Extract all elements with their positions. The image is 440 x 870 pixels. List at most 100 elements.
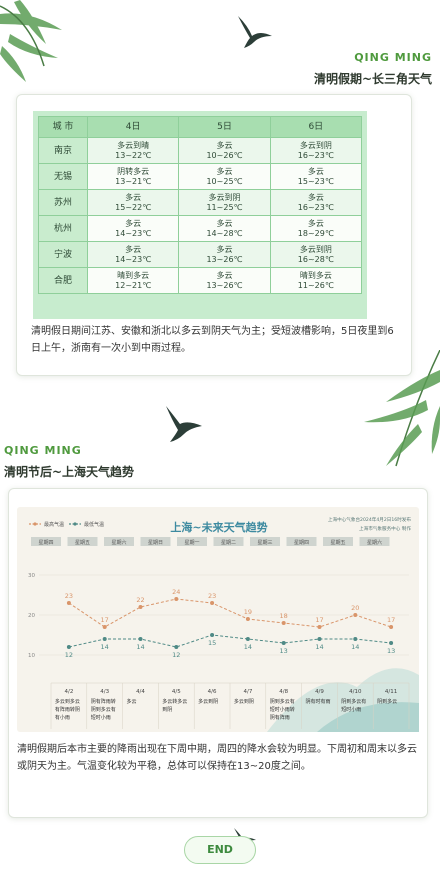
weather-desc: 多云到多云 bbox=[55, 698, 80, 705]
weather-desc: 短时小雨转 bbox=[270, 706, 295, 713]
high-temp-point bbox=[317, 625, 322, 629]
weekday-tab bbox=[213, 537, 244, 546]
weather-cell: 阴转多云 13~21℃ bbox=[86, 163, 180, 190]
weather-cell: 多云 16~23℃ bbox=[269, 189, 363, 216]
legend-marker bbox=[33, 522, 37, 526]
weather-cell: 晴到多云 11~26℃ bbox=[269, 267, 363, 294]
weekday-tab bbox=[359, 537, 390, 546]
weather-desc: 多云转多云 bbox=[162, 698, 187, 705]
section2-paragraph: 清明假期后本市主要的降雨出现在下周中期，周四的降水会较为明显。下周初和周末以多云… bbox=[17, 744, 417, 772]
data-label: 22 bbox=[136, 596, 144, 604]
y-tick-label: 20 bbox=[28, 613, 35, 619]
city-cell: 苏州 bbox=[38, 189, 88, 216]
section1-card: 城 市 4日 5日 6日 南京 多云到晴 13~22℃ 多云 10~26℃ 多云到阴… bbox=[16, 94, 412, 376]
weather-desc: 阴到多云 bbox=[377, 698, 397, 705]
data-label: 12 bbox=[172, 651, 180, 659]
data-label: 13 bbox=[387, 647, 395, 655]
table-row: 南京 多云到晴 13~22℃ 多云 10~26℃ 多云到阴 16~23℃ bbox=[38, 137, 363, 164]
data-label: 14 bbox=[315, 643, 323, 651]
table-row: 无锡 阴转多云 13~21℃ 多云 10~25℃ 多云 15~23℃ bbox=[38, 163, 363, 190]
data-label: 15 bbox=[208, 639, 216, 647]
high-temp-line bbox=[68, 598, 392, 628]
weather-cell: 多云 14~23℃ bbox=[86, 215, 180, 242]
weather-desc: 阴到多云有 bbox=[91, 706, 116, 713]
weather-desc: 到阴 bbox=[162, 706, 172, 713]
x-tick-label: 4/5 bbox=[172, 689, 181, 695]
weather-desc: 多云到阴 bbox=[234, 698, 254, 705]
data-label: 17 bbox=[101, 616, 109, 624]
weather-cell: 多云 14~28℃ bbox=[178, 215, 271, 242]
weather-cell: 多云到阴 16~23℃ bbox=[269, 137, 363, 164]
weather-cell: 多云 13~26℃ bbox=[178, 241, 271, 268]
weather-cell: 多云 15~23℃ bbox=[269, 163, 363, 190]
data-label: 14 bbox=[351, 643, 359, 651]
low-temp-point bbox=[317, 637, 322, 641]
high-temp-point bbox=[174, 597, 179, 601]
legend-entry: 最高气温 bbox=[44, 521, 64, 528]
high-temp-point bbox=[210, 601, 215, 605]
swallow-icon bbox=[166, 406, 202, 442]
end-button[interactable]: END bbox=[184, 836, 256, 864]
data-label: 23 bbox=[208, 592, 216, 600]
swallow-icon bbox=[238, 16, 272, 48]
weather-table: 城 市 4日 5日 6日 南京 多云到晴 13~22℃ 多云 10~26℃ 多云到阴… bbox=[38, 116, 363, 294]
section1-zh-title: 清明假期~长三角天气 bbox=[313, 72, 432, 86]
weather-desc: 短时小雨 bbox=[341, 706, 361, 713]
weather-cell: 晴到多云 12~21℃ bbox=[86, 267, 180, 294]
bamboo-leaf-icon bbox=[0, 0, 62, 82]
section2-zh-title: 清明节后~上海天气趋势 bbox=[4, 465, 135, 479]
data-label: 13 bbox=[280, 647, 288, 655]
low-temp-point bbox=[389, 641, 394, 645]
data-label: 18 bbox=[280, 612, 288, 620]
weekday-label: 星期六 bbox=[111, 539, 126, 546]
section2-card: 上海~未来天气趋势 上海中心气象台2024年4月2日16时发布 上海市气象服务中心 … bbox=[8, 488, 428, 818]
table-header: 4日 bbox=[86, 116, 180, 138]
weather-cell: 多云 13~26℃ bbox=[178, 267, 271, 294]
bamboo-leaf-icon bbox=[364, 350, 440, 467]
data-label: 19 bbox=[244, 608, 252, 616]
x-tick-label: 4/3 bbox=[100, 689, 109, 695]
weekday-label: 星期四 bbox=[38, 540, 53, 546]
weekday-label: 星期三 bbox=[257, 540, 272, 546]
weekday-label: 星期二 bbox=[221, 540, 236, 546]
weather-cell: 多云 14~23℃ bbox=[86, 241, 180, 268]
weekday-tab bbox=[250, 537, 280, 546]
table-row: 宁波 多云 14~23℃ 多云 13~26℃ 多云到阴 16~28℃ bbox=[38, 241, 363, 268]
table-row: 苏州 多云 15~22℃ 多云到阴 11~25℃ 多云 16~23℃ bbox=[38, 189, 363, 216]
weather-cell: 多云到阴 16~28℃ bbox=[269, 241, 363, 268]
weather-desc: 有小雨 bbox=[55, 714, 70, 721]
low-temp-point bbox=[102, 637, 107, 641]
x-tick-label: 4/2 bbox=[64, 689, 73, 695]
low-temp-line bbox=[68, 634, 392, 648]
low-temp-point bbox=[353, 637, 358, 641]
weather-cell: 多云 15~22℃ bbox=[86, 189, 180, 216]
data-label: 23 bbox=[65, 592, 73, 600]
table-header-row: 城 市 4日 5日 6日 bbox=[38, 116, 363, 138]
low-temp-point bbox=[210, 633, 215, 637]
x-tick-label: 4/8 bbox=[279, 689, 288, 695]
weather-cell: 多云 10~26℃ bbox=[178, 137, 271, 164]
source-note: 上海中心气象台2024年4月2日16时发布 bbox=[328, 516, 412, 523]
y-tick-label: 10 bbox=[28, 653, 35, 659]
weather-desc: 阴有阵雨转 bbox=[91, 698, 116, 705]
data-label: 12 bbox=[65, 651, 73, 659]
section1-en-title: QING MING bbox=[354, 51, 432, 64]
table-row: 合肥 晴到多云 12~21℃ 多云 13~26℃ 晴到多云 11~26℃ bbox=[38, 267, 363, 294]
weather-cell: 多云 10~25℃ bbox=[178, 163, 271, 190]
x-tick-label: 4/10 bbox=[349, 689, 362, 695]
x-tick-label: 4/4 bbox=[136, 689, 145, 695]
weekday-label: 星期四 bbox=[294, 540, 309, 546]
low-temp-point bbox=[66, 645, 71, 649]
weather-table-frame: 城 市 4日 5日 6日 南京 多云到晴 13~22℃ 多云 10~26℃ 多云到阴… bbox=[33, 111, 367, 319]
weather-desc: 多云 bbox=[127, 698, 137, 705]
table-header: 5日 bbox=[178, 116, 271, 138]
x-tick-label: 4/11 bbox=[385, 689, 397, 695]
weekday-tab bbox=[323, 537, 353, 546]
legend-marker bbox=[73, 522, 77, 526]
city-cell: 南京 bbox=[38, 137, 88, 164]
city-cell: 杭州 bbox=[38, 215, 88, 242]
legend-entry: 最低气温 bbox=[84, 521, 104, 528]
weekday-tab bbox=[140, 537, 171, 546]
data-label: 17 bbox=[315, 616, 323, 624]
data-label: 14 bbox=[244, 643, 252, 651]
